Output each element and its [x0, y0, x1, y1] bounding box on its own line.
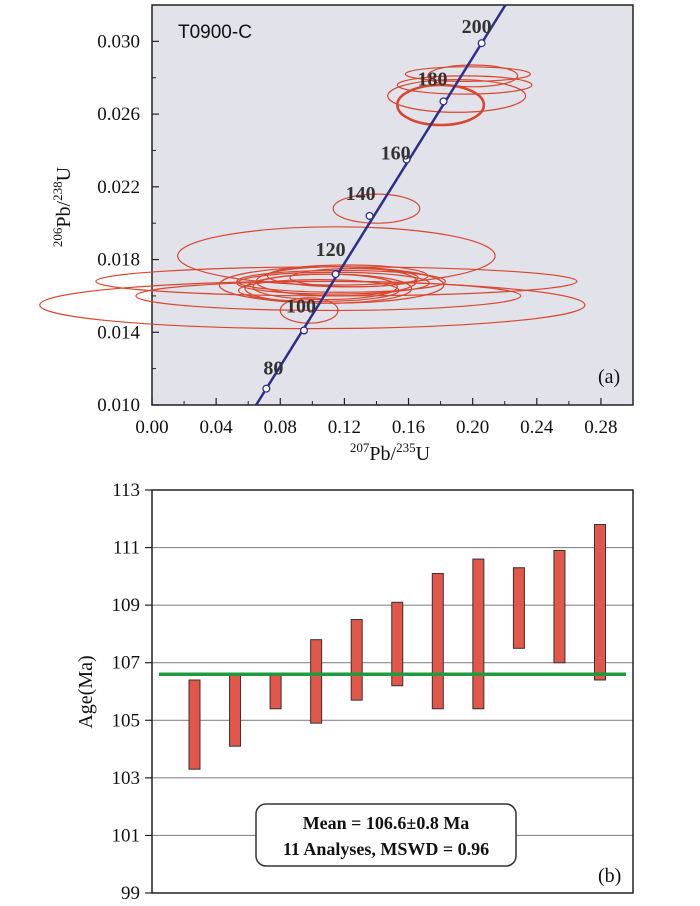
error-ellipse: [177, 226, 496, 286]
age-error-bar: [553, 549, 566, 664]
age-error-bars: [188, 524, 606, 770]
error-ellipses: [39, 64, 586, 330]
age-y-axis: 99 101 103 105 107 109 111 113: [112, 480, 152, 904]
age-error-bar: [350, 619, 363, 701]
concordia-age-label: 180: [417, 68, 447, 90]
y-tick-label: 0.010: [97, 395, 140, 416]
concordia-age-point: [299, 326, 309, 335]
age-tick-label: 101: [112, 825, 141, 846]
concordia-age-point: [331, 270, 340, 279]
age-tick-label: 111: [113, 538, 140, 559]
x-tick-label: 0.24: [520, 417, 554, 438]
x-tick-label: 0.00: [135, 417, 168, 438]
error-ellipse: [218, 266, 445, 304]
error-ellipse: [332, 193, 421, 224]
y-tick-label: 0.022: [97, 177, 140, 198]
summary-mswd: 11 Analyses, MSWD = 0.96: [283, 839, 489, 859]
error-ellipse: [289, 268, 419, 288]
concordia-age-point: [439, 97, 448, 106]
x-tick-label: 0.08: [264, 417, 297, 438]
age-plot-frame: [151, 489, 634, 894]
x-axis-label: 207Pb/235U: [350, 440, 431, 465]
age-axis-label: Age(Ma): [75, 655, 97, 728]
error-ellipse: [396, 83, 486, 127]
concordia-age-label: 200: [462, 16, 492, 38]
age-error-bar: [431, 572, 444, 710]
error-ellipse: [427, 64, 519, 88]
error-ellipse: [39, 280, 586, 330]
error-ellipse: [387, 78, 527, 113]
age-tick-label: 103: [112, 768, 141, 789]
age-error-bar: [229, 673, 242, 747]
x-tick-label: 0.12: [328, 417, 361, 438]
panel-label-a: (a): [598, 366, 620, 388]
x-tick-label: 0.04: [200, 417, 234, 438]
y-tick-label: 0.030: [97, 31, 140, 52]
age-error-bar: [472, 558, 485, 710]
age-error-bar: [391, 601, 404, 687]
age-tick-label: 99: [121, 883, 140, 904]
age-error-bar: [188, 679, 201, 770]
summary-box: [255, 803, 517, 867]
concordia-y-axis: 0.010 0.014 0.018 0.022 0.026 0.030: [97, 31, 159, 416]
age-error-bar: [594, 524, 606, 681]
age-error-bar: [269, 673, 282, 710]
age-tick-label: 113: [112, 480, 140, 501]
age-error-bar: [310, 639, 323, 724]
error-ellipse: [396, 75, 533, 95]
panel-label-b: (b): [598, 865, 621, 887]
concordia-age-label: 160: [381, 143, 411, 165]
x-tick-label: 0.28: [584, 417, 617, 438]
age-error-bar: [512, 567, 525, 649]
summary-mean: Mean = 106.6±0.8 Ma: [303, 813, 470, 833]
sample-label: T0900-C: [178, 22, 252, 43]
error-ellipse: [279, 297, 339, 324]
age-panel: 99 101 103 105 107 109 111 113 Age(Ma) Mean = 1…: [75, 480, 634, 904]
y-tick-label: 0.018: [97, 250, 140, 271]
error-ellipse: [237, 278, 400, 302]
concordia-age-point: [402, 155, 411, 164]
concordia-age-point: [477, 39, 486, 48]
x-tick-label: 0.16: [392, 417, 425, 438]
age-tick-label: 105: [112, 710, 141, 731]
concordia-plot-area: [151, 4, 634, 406]
y-tick-label: 0.026: [97, 104, 140, 125]
age-tick-label: 107: [112, 653, 141, 674]
x-tick-label: 0.20: [456, 417, 489, 438]
concordia-age-point: [365, 211, 374, 220]
y-axis-label: 206Pb/238U: [50, 166, 75, 247]
concordia-x-axis: 0.00 0.04 0.08 0.12 0.16 0.20 0.24 0.28: [135, 398, 618, 438]
concordia-age-point: [262, 384, 271, 393]
concordia-age-label: 80: [263, 358, 283, 380]
concordia-age-label: 120: [316, 239, 346, 261]
concordia-curve: [255, 4, 507, 406]
y-tick-label: 0.014: [97, 322, 140, 343]
concordia-age-label: 100: [286, 295, 316, 317]
concordia-age-label: 140: [346, 183, 376, 205]
age-tick-label: 109: [112, 595, 141, 616]
